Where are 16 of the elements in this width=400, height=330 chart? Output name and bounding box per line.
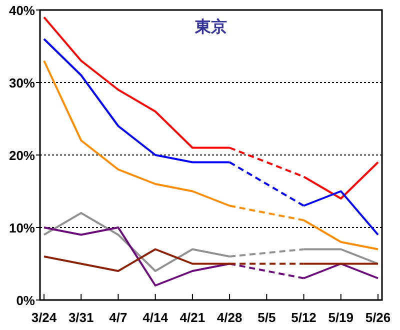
x-tick-label: 4/7 [109,310,128,325]
x-tick-label: 4/28 [216,310,242,325]
y-tick-label: 20% [8,148,36,163]
x-tick-label: 4/14 [142,310,169,325]
x-tick-label: 3/24 [31,310,58,325]
y-tick-label: 30% [8,76,36,90]
y-tick-label: 0% [16,293,36,308]
x-tick-label: 5/26 [365,310,391,325]
x-tick-label: 5/5 [258,310,276,325]
x-tick-label: 3/31 [68,310,94,325]
x-tick-label: 5/19 [328,310,354,325]
y-tick-label: 40% [8,3,36,18]
text: 東京 [194,18,227,36]
x-tick-label: 4/21 [180,310,206,325]
y-tick-label: 10% [8,220,36,236]
x-tick-label: 5/12 [291,310,316,325]
